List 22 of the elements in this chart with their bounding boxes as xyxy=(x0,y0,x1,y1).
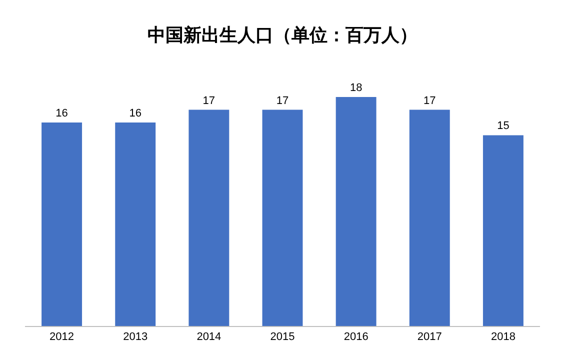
x-tick-label: 2018 xyxy=(490,331,516,344)
data-label: 16 xyxy=(56,107,68,120)
bar xyxy=(262,110,303,326)
bar xyxy=(42,122,82,326)
chart-title: 中国新出生人口（单位：百万人） xyxy=(148,24,418,45)
x-tick-label: 2012 xyxy=(50,331,74,344)
x-tick-label: 2016 xyxy=(344,331,368,344)
bar xyxy=(115,122,156,326)
x-tick-label: 2013 xyxy=(123,331,148,344)
bar xyxy=(482,135,524,326)
bar xyxy=(188,110,230,326)
data-label: 15 xyxy=(497,120,510,132)
data-label: 17 xyxy=(202,94,216,107)
data-label: 18 xyxy=(350,82,362,94)
x-tick-label: 2017 xyxy=(417,331,442,344)
x-tick-label: 2014 xyxy=(196,331,222,344)
data-label: 17 xyxy=(424,94,436,107)
data-label: 16 xyxy=(129,107,142,120)
x-tick-label: 2015 xyxy=(270,331,295,344)
bar xyxy=(336,97,376,326)
data-label: 17 xyxy=(276,94,289,107)
bar xyxy=(409,110,450,326)
